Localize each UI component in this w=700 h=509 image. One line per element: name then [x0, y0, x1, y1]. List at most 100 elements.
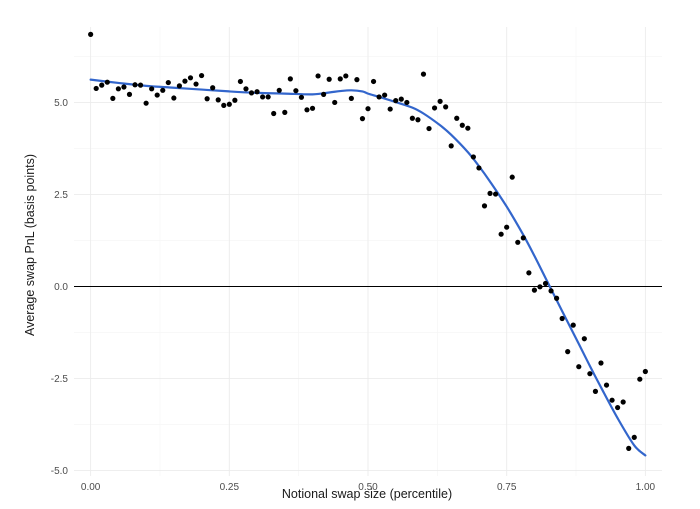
data-point: [454, 115, 460, 121]
data-point: [504, 224, 510, 230]
data-point: [537, 284, 543, 290]
data-point: [210, 85, 216, 91]
data-point: [215, 97, 221, 103]
data-point: [542, 280, 549, 287]
data-point: [110, 95, 116, 101]
data-point: [620, 399, 626, 405]
data-point: [265, 94, 271, 100]
data-point: [598, 360, 604, 366]
data-point: [193, 81, 199, 87]
data-point: [642, 368, 648, 375]
data-point: [121, 84, 127, 90]
data-point: [376, 94, 382, 100]
data-point: [298, 94, 305, 100]
data-point: [149, 86, 155, 92]
data-point: [198, 72, 205, 79]
data-point: [171, 95, 177, 101]
data-point: [520, 235, 526, 241]
data-point: [359, 116, 366, 122]
x-axis-tick-labels: 0.00 0.25 0.50 0.75 1.00: [81, 482, 656, 493]
data-point: [343, 73, 349, 79]
data-point: [88, 31, 94, 37]
data-point: [587, 371, 593, 377]
data-point: [365, 106, 371, 112]
data-point: [603, 382, 610, 388]
data-point: [304, 107, 310, 113]
data-point: [293, 88, 299, 94]
data-point: [276, 87, 282, 93]
data-point: [526, 270, 532, 276]
data-point: [226, 101, 232, 107]
data-point: [492, 191, 499, 197]
x-tick-label: 0.50: [358, 482, 378, 493]
data-point: [626, 445, 632, 451]
data-point: [232, 97, 238, 103]
data-point: [165, 79, 171, 86]
data-point: [459, 122, 465, 128]
data-point: [637, 376, 643, 382]
data-point: [481, 203, 488, 209]
x-tick-label: 0.75: [497, 482, 517, 493]
data-point: [132, 82, 138, 88]
data-point: [271, 110, 277, 117]
data-point: [187, 75, 194, 81]
data-point: [415, 117, 421, 123]
data-point: [548, 288, 554, 294]
data-point: [448, 143, 454, 149]
data-point: [509, 174, 515, 180]
data-point: [581, 336, 587, 342]
data-point: [93, 85, 99, 92]
data-point: [393, 98, 399, 104]
data-point: [243, 86, 249, 92]
x-axis-title: Notional swap size (percentile): [282, 487, 452, 501]
data-point: [498, 231, 504, 237]
data-point: [387, 106, 393, 112]
data-point: [348, 95, 354, 101]
x-tick-label: 0.00: [81, 482, 101, 493]
data-point: [332, 99, 338, 106]
x-tick-label: 1.00: [636, 482, 656, 493]
data-point: [470, 154, 476, 160]
data-point: [592, 388, 599, 394]
data-point: [554, 295, 560, 301]
data-point: [309, 105, 316, 111]
data-point: [282, 109, 288, 115]
data-point: [104, 79, 110, 85]
data-point: [570, 322, 576, 328]
data-point: [398, 96, 404, 102]
data-point: [515, 239, 521, 245]
data-point: [176, 83, 182, 89]
data-point: [382, 92, 388, 98]
data-point: [565, 349, 571, 355]
data-point: [99, 82, 105, 88]
y-tick-label: -2.5: [51, 374, 69, 385]
data-point: [531, 287, 538, 293]
data-point: [409, 115, 415, 121]
data-point: [631, 434, 637, 440]
data-point: [326, 76, 332, 82]
data-point: [465, 125, 471, 131]
data-point: [137, 82, 144, 88]
y-tick-label: -5.0: [51, 466, 69, 477]
data-point: [426, 125, 432, 132]
data-point: [115, 86, 121, 92]
data-point: [476, 165, 482, 171]
data-point: [420, 71, 427, 77]
data-point: [559, 315, 565, 322]
x-tick-label: 0.25: [220, 482, 240, 493]
data-point: [160, 87, 166, 93]
data-point: [576, 364, 582, 370]
data-point: [143, 100, 149, 106]
data-point: [321, 91, 327, 97]
data-point: [315, 73, 321, 79]
y-tick-label: 0.0: [54, 282, 68, 293]
data-point: [287, 76, 293, 82]
data-point: [182, 78, 188, 84]
data-point: [443, 104, 449, 110]
data-point: [487, 190, 493, 196]
data-point: [154, 92, 160, 98]
data-point: [204, 96, 210, 102]
y-tick-label: 2.5: [54, 190, 68, 201]
